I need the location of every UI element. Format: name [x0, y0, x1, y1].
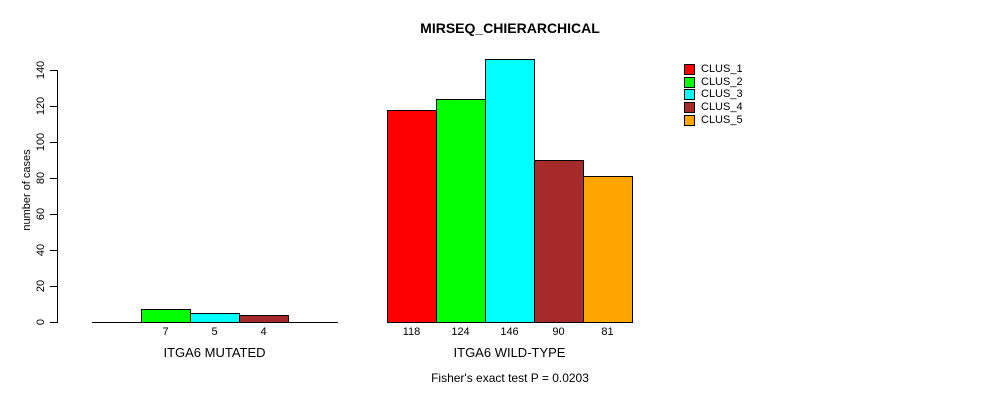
bar [583, 176, 633, 323]
legend-swatch-clus_4 [684, 102, 695, 113]
legend-swatch-clus_3 [684, 89, 695, 100]
y-tick-label: 60 [35, 207, 47, 221]
y-tick-label: 80 [35, 171, 47, 185]
y-tick-label: 40 [35, 243, 47, 257]
y-tick-mark [50, 70, 57, 71]
bar-value-label: 81 [601, 326, 614, 338]
bar [436, 99, 486, 323]
y-tick-label: 140 [35, 60, 47, 80]
bar-value-label: 90 [552, 326, 565, 338]
group-label: ITGA6 WILD-TYPE [453, 345, 566, 360]
y-tick-mark [50, 286, 57, 287]
legend-item-label: CLUS_5 [701, 114, 743, 126]
y-tick-mark [50, 250, 57, 251]
bar [387, 110, 437, 323]
bar-value-label: 4 [260, 326, 267, 338]
bar [190, 313, 240, 323]
y-axis-line [57, 70, 58, 323]
legend-item-label: CLUS_2 [701, 76, 743, 88]
y-tick-mark [50, 214, 57, 215]
bar [485, 59, 535, 323]
chart-title: MIRSEQ_CHIERARCHICAL [420, 20, 600, 36]
y-tick-mark [50, 142, 57, 143]
y-tick-mark [50, 178, 57, 179]
bar-value-label: 7 [162, 326, 169, 338]
bar-value-label: 124 [451, 326, 470, 338]
y-tick-label: 0 [35, 318, 47, 326]
group-label: ITGA6 MUTATED [163, 345, 266, 360]
bar-value-label: 146 [500, 326, 519, 338]
legend-swatch-clus_2 [684, 77, 695, 88]
legend-swatch-clus_5 [684, 115, 695, 126]
legend-swatch-clus_1 [684, 64, 695, 75]
bar [141, 309, 191, 323]
y-tick-label: 100 [35, 132, 47, 152]
y-tick-mark [50, 322, 57, 323]
y-tick-label: 120 [35, 96, 47, 116]
caption: Fisher's exact test P = 0.0203 [431, 371, 589, 385]
legend-item-label: CLUS_4 [701, 101, 743, 113]
legend-item-label: CLUS_1 [701, 63, 743, 75]
bar-value-label: 5 [211, 326, 218, 338]
bar [239, 315, 289, 323]
legend-item-label: CLUS_3 [701, 88, 743, 100]
bar-value-label: 118 [402, 326, 421, 338]
y-tick-label: 20 [35, 279, 47, 293]
y-tick-mark [50, 106, 57, 107]
bar [534, 160, 584, 323]
